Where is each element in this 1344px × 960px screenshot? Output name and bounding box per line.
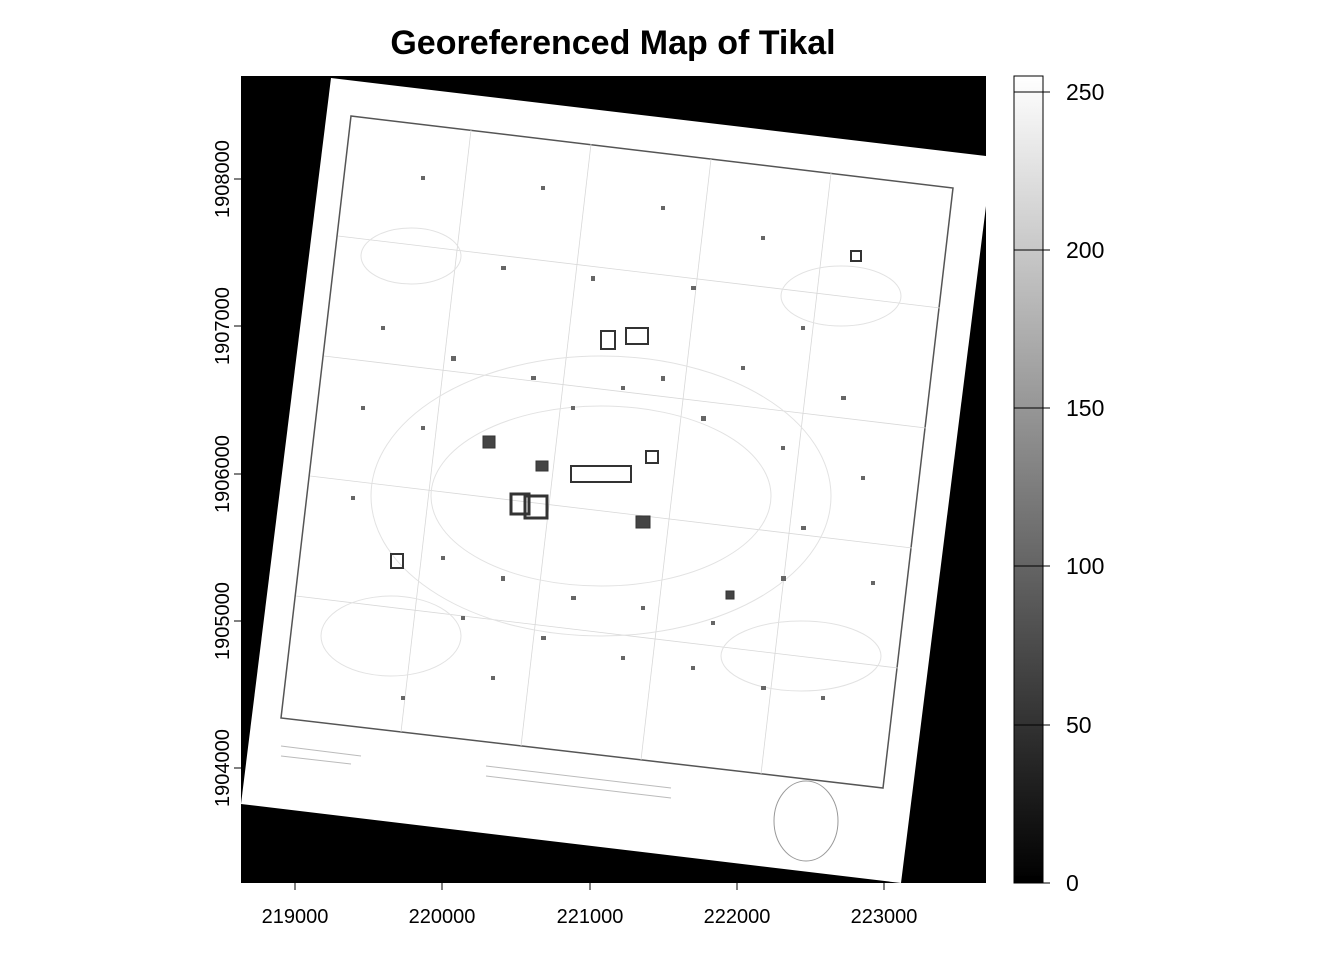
scanned-map-raster (241, 78, 986, 883)
colorbar-tick-label: 50 (1066, 712, 1092, 738)
x-tick-label: 221000 (557, 906, 624, 928)
y-tick-label: 1907000 (212, 287, 234, 365)
y-tick-labels: 1904000 1905000 1906000 1907000 1908000 (212, 140, 234, 807)
colorbar-tick-label: 0 (1066, 870, 1079, 896)
colorbar-tick-label: 100 (1066, 553, 1104, 579)
map-neatline (280, 115, 954, 789)
colorbar-gradient (1013, 75, 1044, 884)
colorbar-tick-label: 250 (1066, 79, 1104, 105)
y-tick-label: 1905000 (212, 582, 234, 660)
map-grid (295, 129, 941, 775)
contour-lines (320, 227, 902, 692)
central-ruins (390, 250, 862, 600)
x-tick-labels: 219000 220000 221000 222000 223000 (262, 906, 918, 928)
y-tick-label: 1904000 (212, 729, 234, 807)
colorbar-low-cap (1014, 876, 1043, 883)
x-tick-label: 220000 (409, 906, 476, 928)
x-tick-label: 223000 (851, 906, 918, 928)
y-axis (234, 178, 241, 769)
map-marginalia (280, 745, 839, 862)
raster-map-panel (241, 76, 986, 883)
y-tick-label: 1906000 (212, 435, 234, 513)
scattered-structures (351, 176, 875, 700)
x-axis (294, 883, 885, 890)
x-tick-label: 219000 (262, 906, 329, 928)
colorbar-ticks (1014, 91, 1050, 884)
colorbar-tick-label: 200 (1066, 237, 1104, 263)
map-sheet (241, 78, 986, 883)
y-tick-label: 1908000 (212, 140, 234, 218)
plot-title: Georeferenced Map of Tikal (390, 24, 836, 62)
colorbar-tick-label: 150 (1066, 395, 1104, 421)
colorbar-legend: 0 50 100 150 200 250 (1013, 75, 1104, 896)
x-tick-label: 222000 (704, 906, 771, 928)
